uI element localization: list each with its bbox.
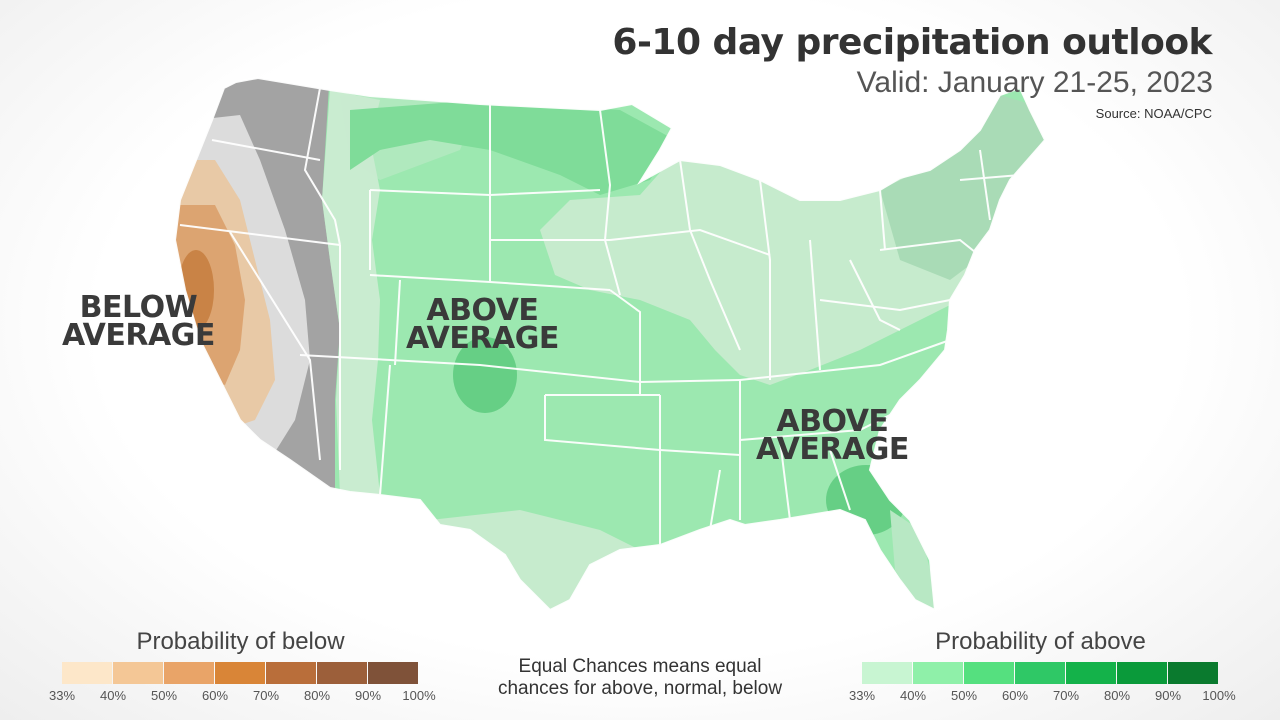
legend-swatch bbox=[164, 662, 214, 684]
legend-tick-label: 90% bbox=[1154, 688, 1182, 703]
legend-tick-label: 80% bbox=[303, 688, 331, 703]
legend-swatch bbox=[1168, 662, 1218, 684]
legend-swatch bbox=[215, 662, 265, 684]
legend-swatch bbox=[1066, 662, 1116, 684]
fill-above-light-west bbox=[322, 90, 380, 495]
legend-tick-label: 100% bbox=[402, 688, 436, 703]
equal-chances-note: Equal Chances means equal chances for ab… bbox=[460, 656, 820, 700]
legend-tick-label: 100% bbox=[1202, 688, 1236, 703]
label-above-average-southeast: ABOVE AVERAGE bbox=[756, 404, 909, 467]
legend-below-title: Probability of below bbox=[136, 628, 345, 655]
legend-tick-label: 70% bbox=[1052, 688, 1080, 703]
legend-tick-label: 50% bbox=[950, 688, 978, 703]
legend-above-swatches bbox=[862, 662, 1219, 684]
note-line-1: Equal Chances means equal bbox=[518, 656, 762, 677]
legend-below-swatches bbox=[62, 662, 419, 684]
fill-above-dark-colorado bbox=[453, 337, 517, 413]
legend-swatch bbox=[862, 662, 912, 684]
valid-dates: Valid: January 21-25, 2023 bbox=[856, 66, 1213, 99]
note-line-2: chances for above, normal, below bbox=[497, 678, 783, 699]
legend-below: Probability of below 33% 40% 50% 60% 70% 80% 9… bbox=[49, 628, 436, 708]
legend-above-ticks: 33% 40% 50% 60% 70% 80% 90% 100% bbox=[849, 688, 1236, 708]
fill-above-gray-northeast bbox=[880, 95, 1045, 280]
legend-tick-label: 33% bbox=[848, 688, 876, 703]
label-above-average-central: ABOVE AVERAGE bbox=[406, 293, 559, 356]
legend-swatch bbox=[62, 662, 112, 684]
fill-above-dark-north bbox=[350, 100, 675, 195]
legend-swatch bbox=[266, 662, 316, 684]
legend-above-title: Probability of above bbox=[935, 628, 1146, 655]
legend-swatch bbox=[113, 662, 163, 684]
legend-tick-label: 40% bbox=[99, 688, 127, 703]
label-below-average-west: BELOW AVERAGE bbox=[62, 290, 215, 353]
legend-swatch bbox=[964, 662, 1014, 684]
legend-tick-label: 80% bbox=[1103, 688, 1131, 703]
legend-above: Probability of above 33% 40% 50% 60% 70% 80% 9… bbox=[849, 628, 1236, 708]
legend-tick-label: 33% bbox=[48, 688, 76, 703]
label-line-2: AVERAGE bbox=[406, 321, 559, 356]
legend-tick-label: 40% bbox=[899, 688, 927, 703]
legend-tick-label: 90% bbox=[354, 688, 382, 703]
legend-swatch bbox=[317, 662, 367, 684]
source-credit: Source: NOAA/CPC bbox=[1095, 106, 1212, 121]
legend-below-ticks: 33% 40% 50% 60% 70% 80% 90% 100% bbox=[49, 688, 436, 708]
state-boundaries bbox=[173, 76, 1047, 612]
page-title: 6-10 day precipitation outlook bbox=[612, 22, 1212, 63]
fill-above-light-florida bbox=[890, 510, 940, 610]
legend-tick-label: 50% bbox=[150, 688, 178, 703]
legend-tick-label: 70% bbox=[252, 688, 280, 703]
label-line-1: ABOVE bbox=[426, 293, 539, 328]
legend-swatch bbox=[1117, 662, 1167, 684]
label-line-2: AVERAGE bbox=[756, 432, 909, 467]
legend-swatch bbox=[1015, 662, 1065, 684]
label-line-1: ABOVE bbox=[776, 404, 889, 439]
legend-tick-label: 60% bbox=[1001, 688, 1029, 703]
legend-swatch bbox=[913, 662, 963, 684]
label-line-2: AVERAGE bbox=[62, 318, 215, 353]
legend-tick-label: 60% bbox=[201, 688, 229, 703]
label-line-1: BELOW bbox=[79, 290, 198, 325]
legend-swatch bbox=[368, 662, 418, 684]
